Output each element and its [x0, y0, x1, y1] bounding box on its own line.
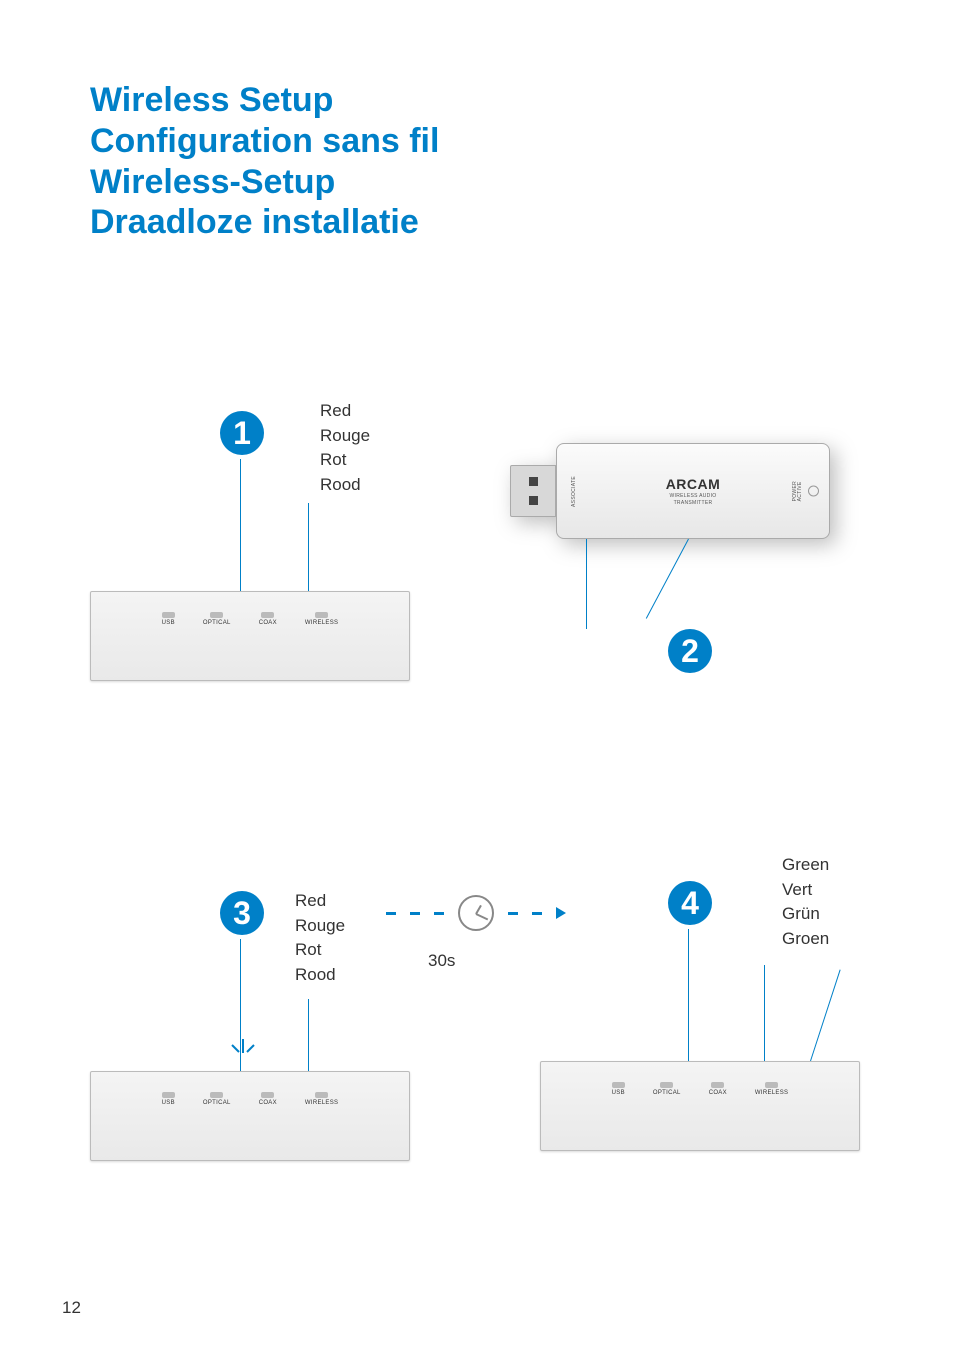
label-green-en: Green	[782, 853, 829, 878]
device-buttons: USB OPTICAL COAX WIRELESS	[541, 1082, 859, 1096]
pointer-line	[240, 459, 241, 591]
device-buttons: USB OPTICAL COAX WIRELESS	[91, 1092, 409, 1106]
dongle-brand: ARCAM	[666, 476, 721, 492]
label-red-en: Red	[295, 889, 345, 914]
device-button: COAX	[709, 1082, 727, 1096]
red-labels-3: Red Rouge Rot Rood	[295, 889, 345, 988]
device-button: USB	[162, 612, 175, 626]
device-button: COAX	[259, 1092, 277, 1106]
pointer-line	[308, 999, 309, 1071]
label-red-fr: Rouge	[320, 424, 370, 449]
label-red-en: Red	[320, 399, 370, 424]
dongle-body: ASSOCIATE ARCAM WIRELESS AUDIO TRANSMITT…	[556, 443, 830, 539]
label-red-de: Rot	[295, 938, 345, 963]
device-button: USB	[162, 1092, 175, 1106]
step-1: 1 Red Rouge Rot Rood USB OPTICAL COAX WI…	[90, 403, 430, 703]
green-labels: Green Vert Grün Groen	[782, 853, 829, 952]
device-button: OPTICAL	[203, 1092, 231, 1106]
step-number-1: 1	[220, 411, 264, 455]
device-button: WIRELESS	[755, 1082, 788, 1096]
device-diagram: USB OPTICAL COAX WIRELESS	[90, 591, 410, 681]
label-red-nl: Rood	[295, 963, 345, 988]
red-labels-1: Red Rouge Rot Rood	[320, 399, 370, 498]
step-number-3: 3	[220, 891, 264, 935]
device-diagram: USB OPTICAL COAX WIRELESS	[540, 1061, 860, 1151]
title-fr: Configuration sans fil	[90, 121, 884, 162]
dongle-sub2: TRANSMITTER	[666, 500, 721, 506]
page-number: 12	[62, 1298, 81, 1318]
wait-time: 30s	[428, 951, 455, 971]
title-de: Wireless-Setup	[90, 162, 884, 203]
device-button: USB	[612, 1082, 625, 1096]
usb-plug-icon	[510, 465, 556, 517]
press-icon	[228, 1039, 258, 1067]
step-4: 4 Green Vert Grün Groen USB OPTICAL COAX…	[550, 853, 890, 1183]
pointer-line	[586, 539, 587, 629]
pointer-line	[764, 965, 765, 1061]
dongle-power-label: POWER ACTIVE	[793, 481, 803, 501]
device-button: WIRELESS	[305, 1092, 338, 1106]
pointer-line	[308, 503, 309, 591]
title-nl: Draadloze installatie	[90, 202, 884, 243]
label-green-de: Grün	[782, 902, 829, 927]
step-3: 3 Red Rouge Rot Rood USB OPTICAL	[90, 883, 430, 1183]
title-en: Wireless Setup	[90, 80, 884, 121]
label-red-de: Rot	[320, 448, 370, 473]
pointer-line	[688, 929, 689, 1061]
page-title: Wireless Setup Configuration sans fil Wi…	[90, 80, 884, 243]
device-button: OPTICAL	[203, 612, 231, 626]
dongle-sub1: WIRELESS AUDIO	[666, 493, 721, 499]
label-green-nl: Groen	[782, 927, 829, 952]
label-red-nl: Rood	[320, 473, 370, 498]
usb-dongle: ASSOCIATE ARCAM WIRELESS AUDIO TRANSMITT…	[510, 443, 830, 539]
device-button: OPTICAL	[653, 1082, 681, 1096]
dongle-led-icon	[808, 486, 819, 497]
dongle-associate-label: ASSOCIATE	[571, 476, 577, 507]
pointer-line	[646, 539, 689, 619]
diagram-area: 1 Red Rouge Rot Rood USB OPTICAL COAX WI…	[90, 403, 884, 1303]
step-number-2: 2	[668, 629, 712, 673]
device-button: COAX	[259, 612, 277, 626]
label-green-fr: Vert	[782, 878, 829, 903]
device-diagram: USB OPTICAL COAX WIRELESS	[90, 1071, 410, 1161]
wait-arrow	[386, 895, 566, 931]
label-red-fr: Rouge	[295, 914, 345, 939]
device-button: WIRELESS	[305, 612, 338, 626]
device-buttons: USB OPTICAL COAX WIRELESS	[91, 612, 409, 626]
step-2: ASSOCIATE ARCAM WIRELESS AUDIO TRANSMITT…	[510, 443, 870, 703]
pointer-line	[810, 970, 841, 1062]
step-number-4: 4	[668, 881, 712, 925]
clock-icon	[458, 895, 494, 931]
